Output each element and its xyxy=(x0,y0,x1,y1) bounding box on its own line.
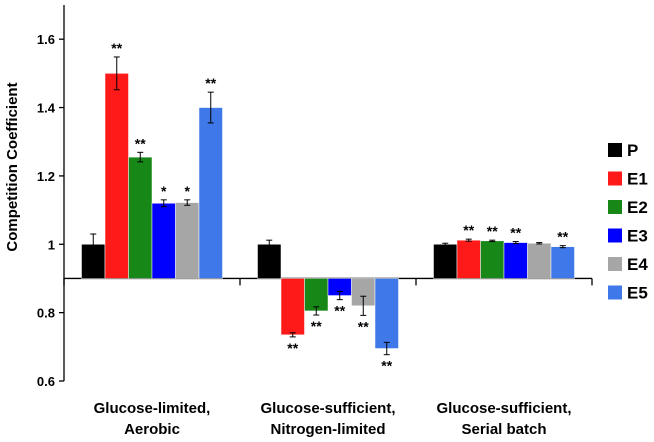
significance-marker: ** xyxy=(381,358,392,374)
group-label-line1: Glucose-sufficient, xyxy=(260,400,395,417)
significance-marker: ** xyxy=(135,135,146,151)
significance-marker: * xyxy=(185,183,191,199)
significance-marker: ** xyxy=(334,303,345,319)
significance-marker: ** xyxy=(358,318,369,334)
bar-e2 xyxy=(128,156,153,279)
legend: P E1 E2 E3 E4 E5 xyxy=(608,141,648,303)
significance-marker: ** xyxy=(487,223,498,239)
bar-e1 xyxy=(280,278,305,336)
bar-e5 xyxy=(550,246,575,279)
group-label-line2: Nitrogen-limited xyxy=(271,421,386,438)
y-tick-label: 1 xyxy=(48,237,55,252)
bar-e5 xyxy=(374,278,399,349)
y-axis-title: Competition Coefficient xyxy=(4,82,21,251)
significance-marker: * xyxy=(161,183,167,199)
group-label-line2: Serial batch xyxy=(461,421,546,438)
y-tick-label: 1.4 xyxy=(37,101,56,116)
significance-marker: ** xyxy=(287,340,298,356)
bar-e2 xyxy=(304,278,329,312)
significance-marker: ** xyxy=(510,225,521,241)
legend-label-e1: E1 xyxy=(627,170,648,189)
legend-swatch-e2 xyxy=(608,200,622,214)
legend-label-e4: E4 xyxy=(627,255,648,274)
y-tick-label: 0.8 xyxy=(37,306,55,321)
bar-e3 xyxy=(503,242,528,279)
significance-marker: ** xyxy=(463,222,474,238)
legend-label-e5: E5 xyxy=(627,284,648,303)
bar-e2 xyxy=(480,240,505,279)
significance-marker: ** xyxy=(111,40,122,56)
significance-marker: ** xyxy=(557,229,568,245)
group-label-line1: Glucose-limited, xyxy=(94,400,211,417)
bar-e1 xyxy=(456,239,481,279)
group-label-line2: Aerobic xyxy=(124,421,180,438)
bar-e3 xyxy=(151,203,176,279)
legend-swatch-e3 xyxy=(608,228,622,243)
y-tick-label: 0.6 xyxy=(37,374,55,389)
y-tick-label: 1.6 xyxy=(37,32,55,47)
bar-e1 xyxy=(104,73,129,279)
bar-e4 xyxy=(527,242,552,279)
significance-marker: ** xyxy=(205,75,216,91)
significance-marker: ** xyxy=(311,318,322,334)
group-label-line1: Glucose-sufficient, xyxy=(436,400,571,417)
y-tick-label: 1.2 xyxy=(37,169,55,184)
legend-label-e3: E3 xyxy=(627,227,648,246)
legend-swatch-e1 xyxy=(608,171,622,186)
legend-label-e2: E2 xyxy=(627,198,648,217)
bar-e5 xyxy=(198,107,223,279)
legend-swatch-p xyxy=(608,143,622,157)
bar-e4 xyxy=(175,202,200,279)
bar-p xyxy=(257,244,282,279)
bar-p xyxy=(433,244,458,279)
legend-swatch-e5 xyxy=(608,285,622,300)
legend-swatch-e4 xyxy=(608,257,622,271)
legend-label-p: P xyxy=(627,141,638,160)
plot-area: 0.60.811.21.41.6***** ***Glucose-limited,… xyxy=(37,5,593,438)
